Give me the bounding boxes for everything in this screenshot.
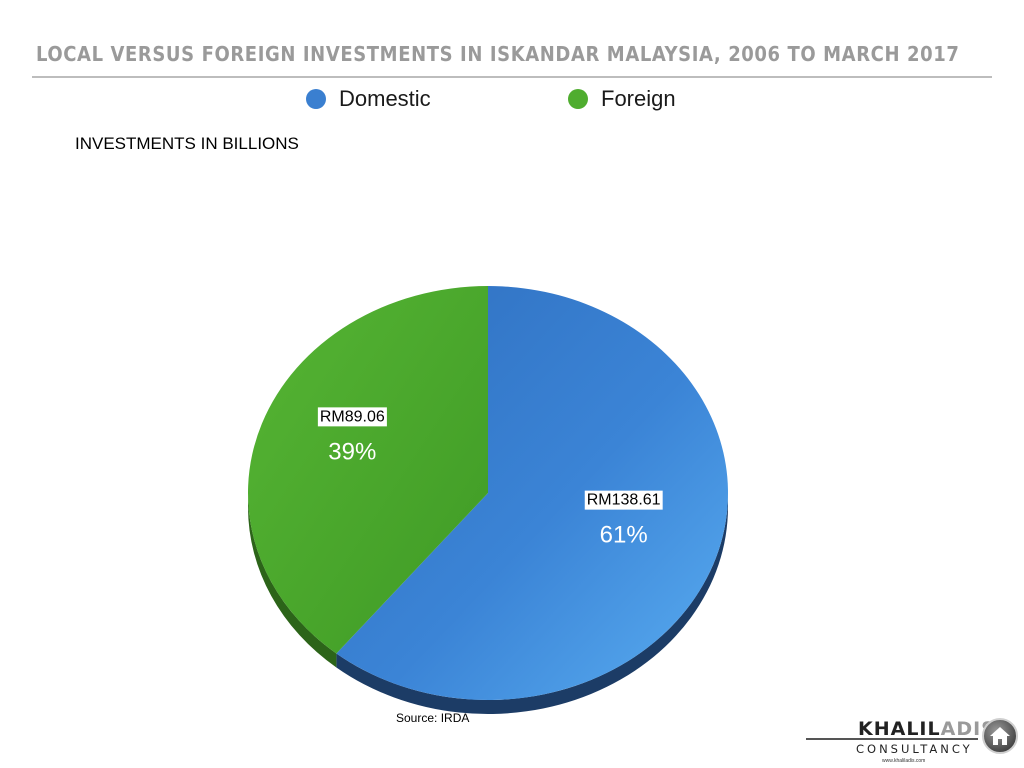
pie-depth [248, 493, 728, 714]
value-label-domestic: RM138.61 [587, 492, 661, 509]
value-label-bg-domestic [584, 490, 663, 510]
pie-slices [248, 286, 728, 700]
company-logo: KHALILADIS CONSULTANCY www.khaliladis.co… [806, 716, 1020, 766]
pie-slice-foreign [248, 286, 488, 654]
logo-wordmark: KHALILADIS [858, 718, 996, 740]
value-label-bg-foreign [317, 407, 387, 427]
legend-swatch-foreign [568, 89, 588, 109]
logo-wordmark-part1: KHALIL [858, 718, 941, 740]
percent-label-foreign: 39% [328, 438, 376, 465]
logo-wordmark-part2: ADIS [940, 718, 996, 740]
title-divider [32, 76, 992, 78]
percent-label-domestic: 61% [600, 522, 648, 549]
legend-label-domestic: Domestic [339, 86, 431, 111]
pie-slice-domestic [336, 286, 728, 700]
legend-item-foreign: Foreign [568, 86, 676, 112]
logo-tagline: CONSULTANCY [856, 742, 973, 756]
pie-labels: RM138.61 61% RM89.06 39% [317, 407, 663, 549]
chart-legend: Domestic Foreign [0, 86, 1024, 116]
source-note: Source: IRDA [396, 711, 470, 725]
pie-slice-side-foreign [248, 493, 337, 668]
legend-swatch-domestic [306, 89, 326, 109]
chart-subtitle: INVESTMENTS IN BILLIONS [75, 134, 299, 153]
house-icon [982, 718, 1018, 754]
logo-divider [806, 738, 978, 740]
legend-item-domestic: Domestic [306, 86, 431, 112]
logo-url: www.khaliladis.com [882, 758, 926, 764]
chart-title: LOCAL VERSUS FOREIGN INVESTMENTS IN ISKA… [36, 42, 960, 66]
legend-label-foreign: Foreign [601, 86, 676, 111]
value-label-foreign: RM89.06 [320, 408, 385, 425]
